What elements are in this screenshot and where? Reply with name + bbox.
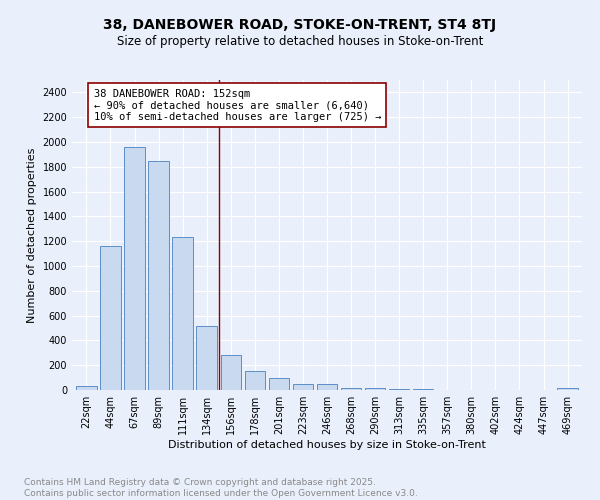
Bar	[76, 386, 97, 390]
Bar	[100, 246, 121, 390]
Y-axis label: Number of detached properties: Number of detached properties	[27, 148, 37, 322]
Bar	[196, 326, 217, 390]
Text: Size of property relative to detached houses in Stoke-on-Trent: Size of property relative to detached ho…	[117, 35, 483, 48]
Bar	[341, 388, 361, 390]
Bar	[245, 371, 265, 390]
Bar	[365, 388, 385, 390]
Bar	[148, 160, 169, 390]
Bar	[172, 238, 193, 390]
Text: 38, DANEBOWER ROAD, STOKE-ON-TRENT, ST4 8TJ: 38, DANEBOWER ROAD, STOKE-ON-TRENT, ST4 …	[103, 18, 497, 32]
X-axis label: Distribution of detached houses by size in Stoke-on-Trent: Distribution of detached houses by size …	[168, 440, 486, 450]
Bar	[293, 384, 313, 390]
Bar	[557, 388, 578, 390]
Bar	[221, 356, 241, 390]
Text: Contains HM Land Registry data © Crown copyright and database right 2025.
Contai: Contains HM Land Registry data © Crown c…	[24, 478, 418, 498]
Bar	[317, 384, 337, 390]
Bar	[269, 378, 289, 390]
Bar	[124, 147, 145, 390]
Text: 38 DANEBOWER ROAD: 152sqm
← 90% of detached houses are smaller (6,640)
10% of se: 38 DANEBOWER ROAD: 152sqm ← 90% of detac…	[94, 88, 381, 122]
